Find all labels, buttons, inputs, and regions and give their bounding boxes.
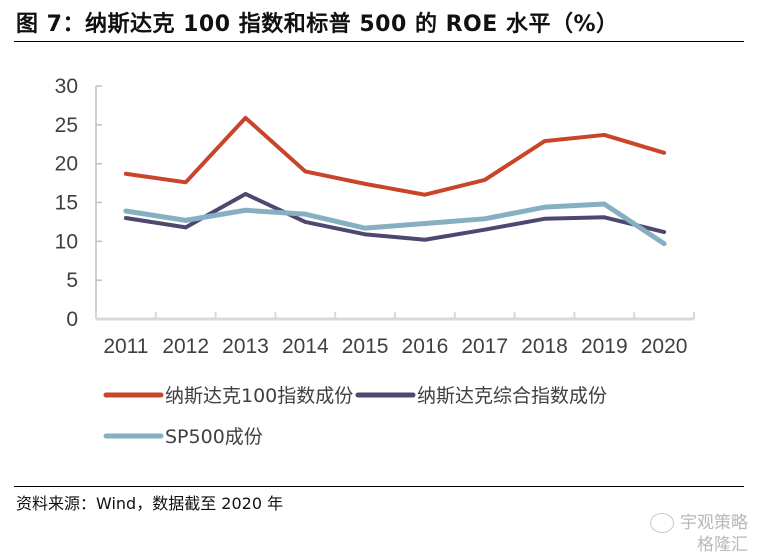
x-tick-label: 2016 xyxy=(402,335,449,358)
x-tick-label: 2014 xyxy=(282,335,329,358)
x-tick-label: 2017 xyxy=(461,335,508,358)
y-tick-label: 15 xyxy=(55,192,78,215)
series-group xyxy=(123,115,667,247)
y-tick-label: 10 xyxy=(55,230,78,253)
x-tick-label: 2013 xyxy=(222,335,269,358)
watermark-account: 宇观策略 xyxy=(680,513,748,533)
x-tick-label: 2015 xyxy=(342,335,389,358)
source-note: 资料来源：Wind，数据截至 2020 年 xyxy=(16,494,284,513)
x-axis: 2011 2012 2013 2014 2015 2016 2017 2018 2019 2020 xyxy=(95,312,695,358)
y-tick-label: 20 xyxy=(55,153,78,176)
legend-label-2: 纳斯达克综合指数成份 xyxy=(417,385,607,407)
series-line-2 xyxy=(123,191,667,242)
x-tick-label: 2019 xyxy=(581,335,628,358)
legend-label-1: 纳斯达克100指数成份 xyxy=(165,385,353,407)
x-tick-label: 2020 xyxy=(641,335,688,358)
x-tick-label: 2012 xyxy=(162,335,209,358)
y-tick-label: 0 xyxy=(66,308,78,331)
y-tick-label: 30 xyxy=(55,75,78,98)
footer-divider xyxy=(14,486,744,487)
watermark-brand: 格隆汇 xyxy=(697,535,748,555)
wechat-icon xyxy=(650,513,674,533)
x-tick-label: 2018 xyxy=(521,335,568,358)
y-tick-label: 5 xyxy=(66,269,78,292)
x-tick-label: 2011 xyxy=(103,335,148,358)
y-tick-label: 25 xyxy=(55,114,78,137)
series-line-3 xyxy=(123,201,667,247)
legend-label-3: SP500成份 xyxy=(165,426,263,448)
title-divider xyxy=(14,41,744,42)
legend: 纳斯达克100指数成份 纳斯达克综合指数成份 SP500成份 xyxy=(103,385,607,448)
watermark: 宇观策略 格隆汇 xyxy=(650,512,748,556)
y-axis: 0 5 10 15 20 25 30 xyxy=(55,75,102,331)
chart-title: 图 7：纳斯达克 100 指数和标普 500 的 ROE 水平（%） xyxy=(16,12,619,37)
series-line-1 xyxy=(123,115,667,197)
